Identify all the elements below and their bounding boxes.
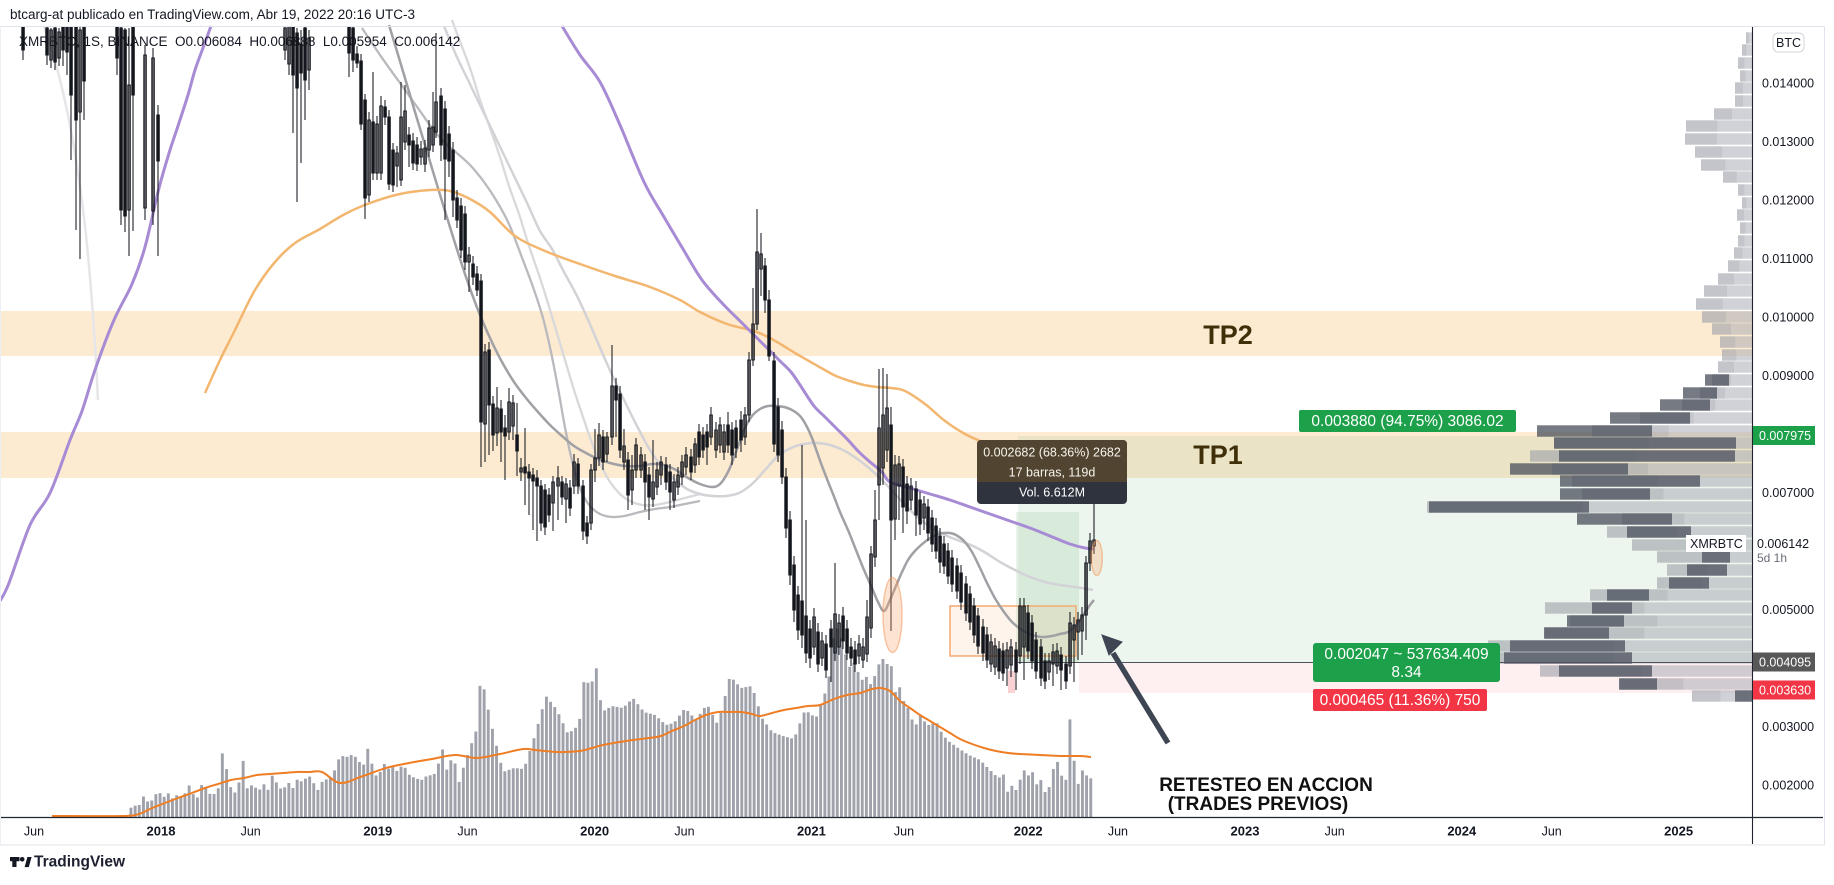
svg-text:(TRADES PREVIOS): (TRADES PREVIOS): [1168, 794, 1349, 815]
svg-text:0.004095: 0.004095: [1759, 656, 1811, 670]
svg-text:Jun: Jun: [1325, 825, 1345, 839]
svg-text:Jun: Jun: [674, 825, 694, 839]
svg-text:0.010000: 0.010000: [1762, 311, 1814, 325]
svg-text:5d 1h: 5d 1h: [1757, 551, 1787, 565]
svg-text:TP1: TP1: [1193, 440, 1243, 470]
svg-text:RETESTEO EN ACCION: RETESTEO EN ACCION: [1159, 775, 1373, 796]
svg-text:0.014000: 0.014000: [1762, 77, 1814, 91]
svg-text:Jun: Jun: [241, 825, 261, 839]
svg-text:TP2: TP2: [1203, 320, 1253, 350]
svg-text:0.003880 (94.75%) 3086.02: 0.003880 (94.75%) 3086.02: [1311, 413, 1503, 430]
svg-text:0.007000: 0.007000: [1762, 486, 1814, 500]
svg-text:0.003000: 0.003000: [1762, 720, 1814, 734]
svg-text:2020: 2020: [580, 824, 609, 839]
svg-text:Jun: Jun: [24, 825, 44, 839]
svg-text:0.000465 (11.36%) 750: 0.000465 (11.36%) 750: [1320, 692, 1481, 709]
svg-text:0.013000: 0.013000: [1762, 135, 1814, 149]
svg-text:0.005000: 0.005000: [1762, 603, 1814, 617]
svg-text:0.002682 (68.36%) 2682: 0.002682 (68.36%) 2682: [983, 446, 1121, 460]
svg-text:2019: 2019: [363, 824, 392, 839]
svg-text:2021: 2021: [797, 824, 826, 839]
svg-text:Jun: Jun: [1108, 825, 1128, 839]
svg-text:0.012000: 0.012000: [1762, 194, 1814, 208]
svg-text:2022: 2022: [1014, 824, 1043, 839]
svg-text:XMRBTC: XMRBTC: [1690, 537, 1743, 551]
svg-text:Vol. 6.612M: Vol. 6.612M: [1019, 486, 1085, 500]
svg-text:2018: 2018: [147, 824, 176, 839]
svg-text:0.003630: 0.003630: [1759, 684, 1811, 698]
svg-text:0.009000: 0.009000: [1762, 369, 1814, 383]
svg-text:Jun: Jun: [1542, 825, 1562, 839]
svg-text:0.002047 ~ 537634.409: 0.002047 ~ 537634.409: [1324, 646, 1488, 663]
svg-text:BTC: BTC: [1776, 36, 1801, 50]
svg-text:Jun: Jun: [457, 825, 477, 839]
svg-text:0.006142: 0.006142: [1757, 537, 1809, 551]
svg-text:TradingView: TradingView: [34, 854, 126, 871]
svg-text:2025: 2025: [1664, 824, 1693, 839]
svg-text:8.34: 8.34: [1391, 664, 1422, 681]
svg-text:Jun: Jun: [894, 825, 914, 839]
svg-text:0.002000: 0.002000: [1762, 779, 1814, 793]
svg-text:17 barras, 119d: 17 barras, 119d: [1009, 466, 1096, 480]
svg-text:btcarg-at publicado en Trading: btcarg-at publicado en TradingView.com, …: [10, 7, 415, 22]
svg-text:0.011000: 0.011000: [1762, 252, 1813, 266]
svg-text:2023: 2023: [1231, 824, 1260, 839]
svg-text:0.007975: 0.007975: [1759, 429, 1811, 443]
svg-text:2024: 2024: [1447, 824, 1477, 839]
